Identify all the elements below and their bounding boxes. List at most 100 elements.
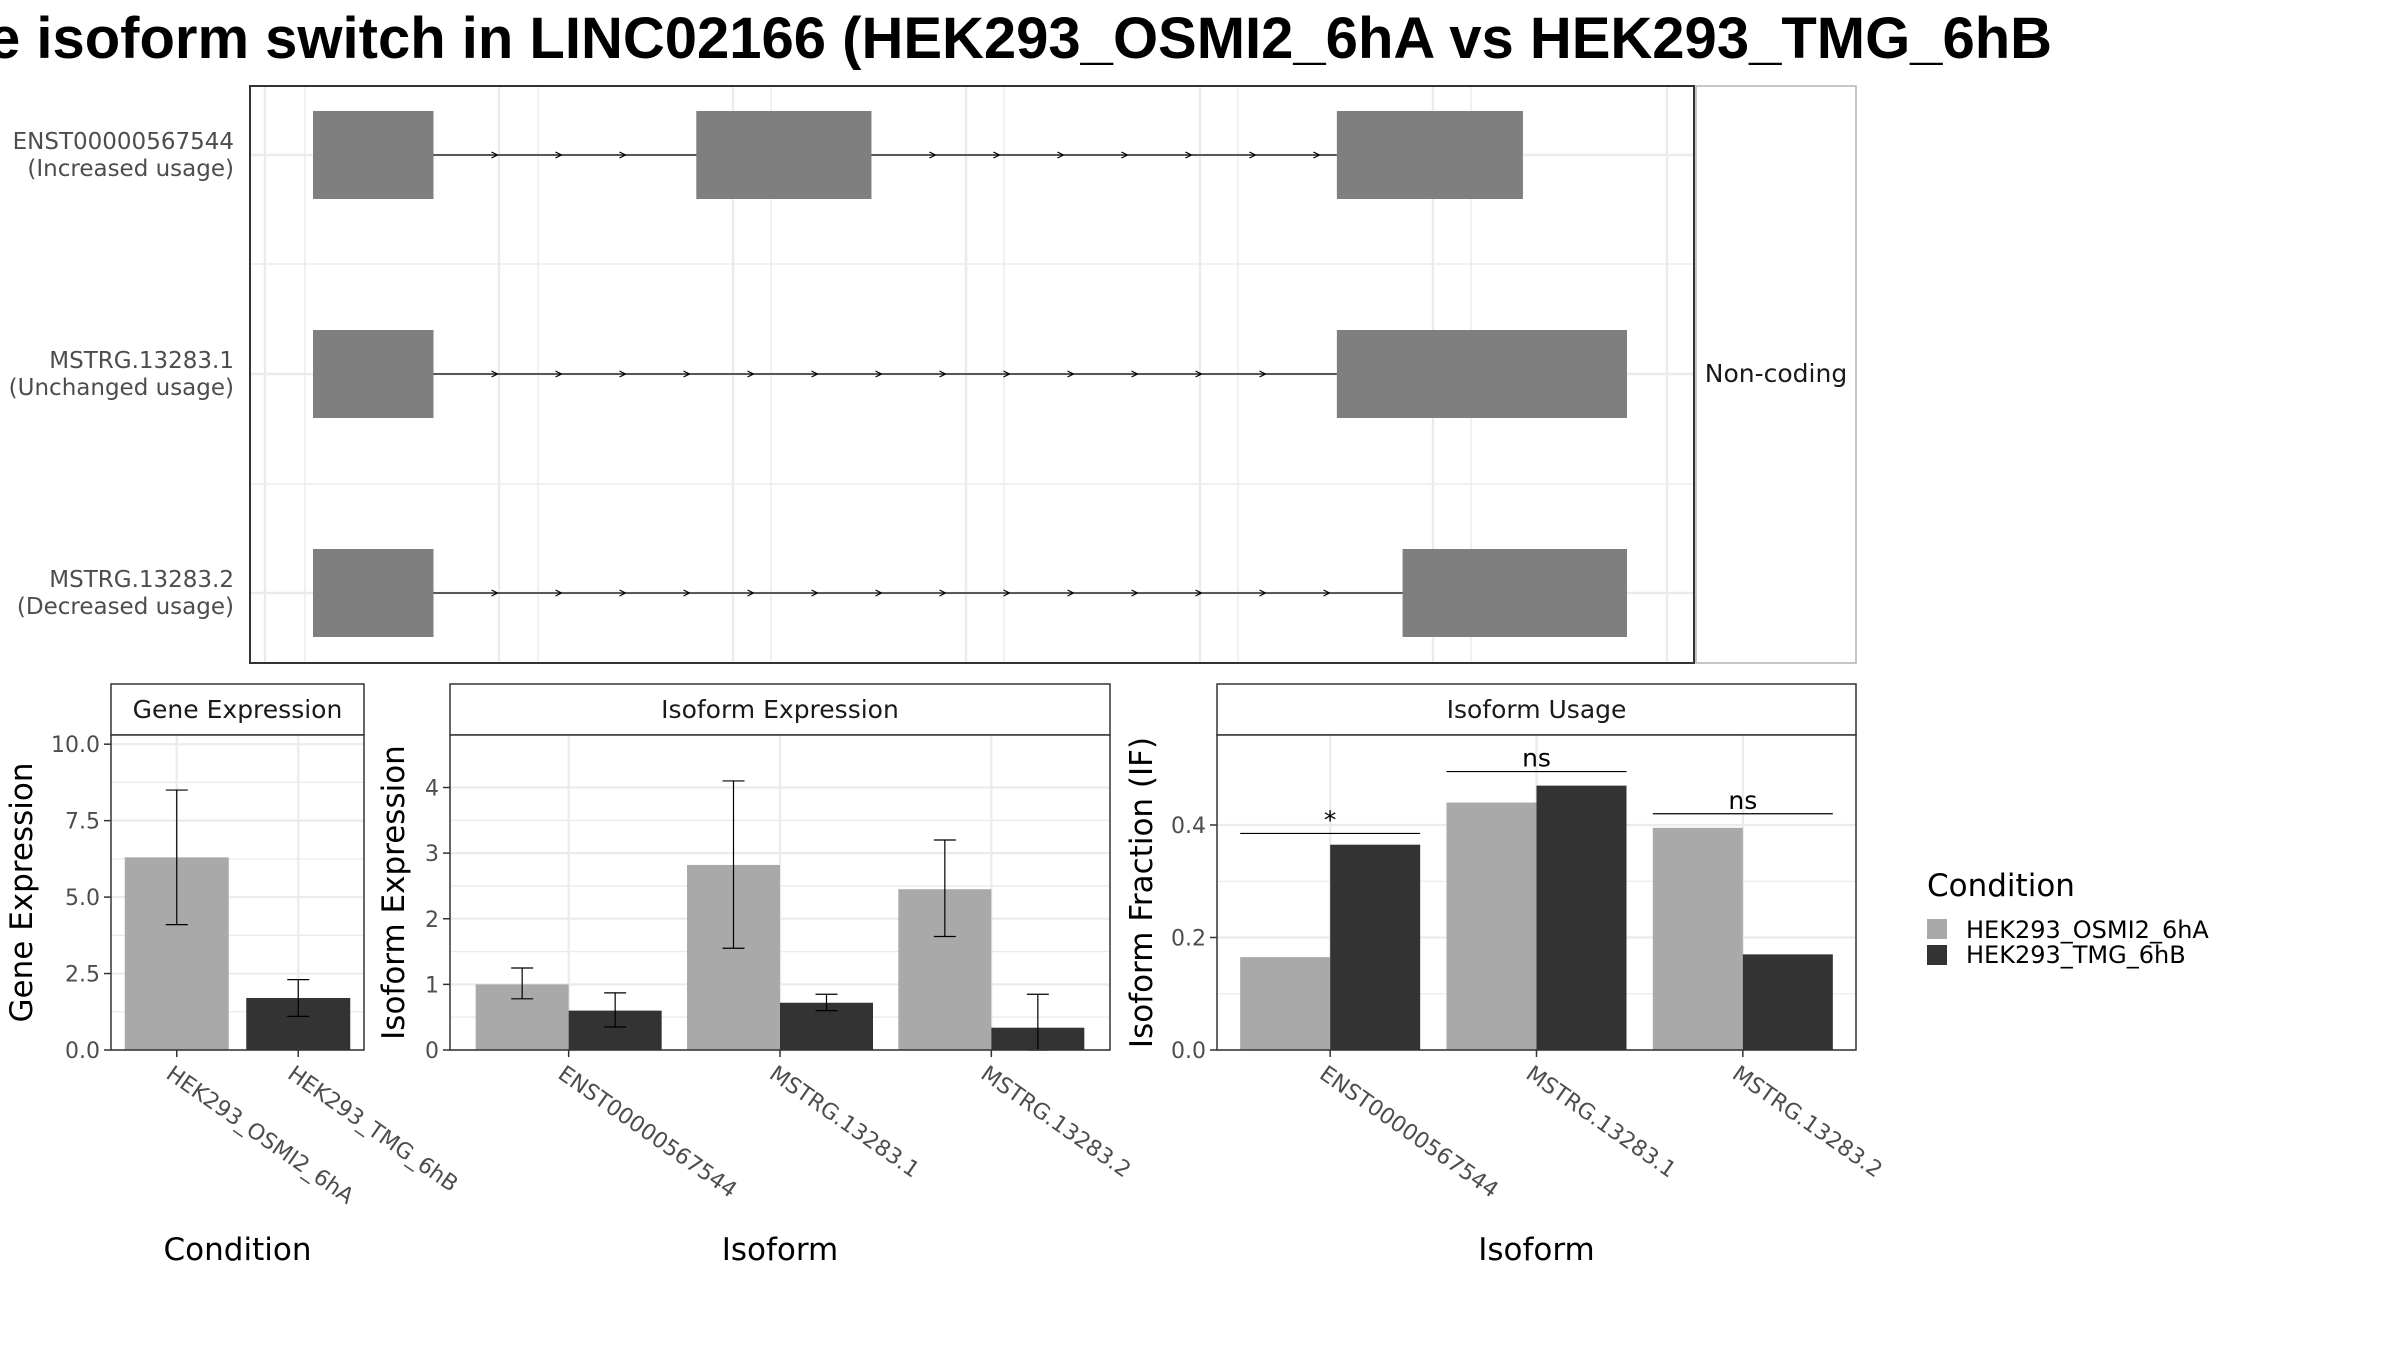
- intron-arrow: [619, 370, 627, 378]
- coding-strip-label: Non-coding: [1705, 359, 1847, 388]
- intron-arrow: [619, 589, 627, 597]
- intron-arrow: [555, 589, 563, 597]
- intron-arrow: [747, 370, 755, 378]
- exon-block: [313, 549, 434, 637]
- y-tick-label: 0.0: [1171, 1039, 1206, 1064]
- x-axis-title: Condition: [164, 1232, 312, 1268]
- panel-strip-title: Gene Expression: [133, 695, 343, 724]
- intron-arrow: [875, 370, 883, 378]
- transcript-usage-label: (Increased usage): [27, 156, 234, 182]
- exon-block: [313, 330, 434, 418]
- x-tick-label: MSTRG.13283.1: [1521, 1061, 1680, 1183]
- intron-arrow: [1121, 151, 1129, 159]
- intron-arrow: [1195, 370, 1203, 378]
- y-tick-label: 5.0: [65, 886, 100, 911]
- legend-label-osmi: HEK293_OSMI2_6hA: [1966, 916, 2209, 944]
- panel-strip-title: Isoform Usage: [1447, 695, 1627, 724]
- x-tick-label: MSTRG.13283.2: [1727, 1061, 1886, 1183]
- intron-arrow: [619, 151, 627, 159]
- significance-label: *: [1324, 805, 1337, 834]
- transcript-id-label: MSTRG.13283.1: [49, 348, 234, 374]
- intron-arrow: [811, 370, 819, 378]
- intron-arrow: [875, 589, 883, 597]
- intron-arrow: [939, 370, 947, 378]
- panel-strip: [1216, 683, 1857, 736]
- intron-arrow: [747, 589, 755, 597]
- significance-label: ns: [1728, 786, 1757, 815]
- intron-arrow: [1259, 370, 1267, 378]
- y-tick-label: 0.2: [1171, 927, 1206, 952]
- x-tick-label: MSTRG.13283.2: [976, 1061, 1135, 1183]
- y-tick-label: 3: [425, 842, 439, 867]
- y-tick-label: 7.5: [65, 810, 100, 835]
- structure-panel-border: [249, 85, 1695, 664]
- bar: [1536, 785, 1627, 1050]
- y-tick-label: 1: [425, 973, 439, 998]
- intron-arrow: [1003, 589, 1011, 597]
- transcript-usage-label: (Decreased usage): [17, 594, 234, 620]
- x-axis-title: Isoform: [1478, 1232, 1595, 1268]
- legend-swatch-tmg: [1927, 945, 1947, 965]
- bar: [1446, 802, 1537, 1050]
- intron-arrow: [1313, 151, 1321, 159]
- x-tick-label: MSTRG.13283.1: [765, 1061, 924, 1183]
- y-axis-title: Isoform Fraction (IF): [1124, 737, 1160, 1048]
- panel-strip: [449, 683, 1111, 736]
- exon-block: [696, 111, 872, 199]
- legend-label-tmg: HEK293_TMG_6hB: [1966, 941, 2186, 969]
- intron-arrow: [1259, 589, 1267, 597]
- y-axis-title: Gene Expression: [4, 763, 40, 1023]
- transcript-id-label: ENST00000567544: [13, 129, 234, 155]
- x-tick-label: ENST00000567544: [553, 1061, 741, 1203]
- intron-arrow: [993, 151, 1001, 159]
- intron-arrow: [929, 151, 937, 159]
- intron-arrow: [811, 589, 819, 597]
- intron-arrow: [1067, 589, 1075, 597]
- bar: [1652, 827, 1743, 1050]
- intron-arrow: [1323, 589, 1331, 597]
- intron-arrow: [683, 370, 691, 378]
- coding-strip: [1695, 85, 1857, 664]
- intron-arrow: [1131, 370, 1139, 378]
- x-tick-label: ENST00000567544: [1315, 1061, 1503, 1203]
- x-axis-title: Isoform: [722, 1232, 839, 1268]
- panel-border: [110, 734, 365, 1051]
- condition-legend: Condition HEK293_OSMI2_6hA HEK293_TMG_6h…: [1927, 868, 2209, 969]
- legend-swatch-osmi: [1927, 919, 1947, 939]
- intron-arrow: [491, 370, 499, 378]
- y-tick-label: 0: [425, 1039, 439, 1064]
- figure-title: e isoform switch in LINC02166 (HEK293_OS…: [0, 6, 2052, 71]
- panel-border: [449, 734, 1111, 1051]
- transcript-usage-label: (Unchanged usage): [9, 375, 234, 401]
- y-tick-label: 4: [425, 777, 439, 802]
- intron-arrow: [1057, 151, 1065, 159]
- intron-arrow: [491, 151, 499, 159]
- y-tick-label: 0.4: [1171, 814, 1206, 839]
- panel-strip: [110, 683, 365, 736]
- intron-arrow: [491, 589, 499, 597]
- transcript-models: ENST00000567544(Increased usage) MSTRG.13…: [9, 111, 1694, 637]
- y-tick-label: 10.0: [51, 733, 100, 758]
- panel-border: [1216, 734, 1857, 1051]
- intron-arrow: [1131, 589, 1139, 597]
- y-tick-label: 0.0: [65, 1039, 100, 1064]
- exon-block: [313, 111, 434, 199]
- intron-arrow: [1195, 589, 1203, 597]
- panel-strip-title: Isoform Expression: [661, 695, 899, 724]
- intron-arrow: [1249, 151, 1257, 159]
- y-axis-title: Isoform Expression: [376, 745, 412, 1040]
- exon-block: [1402, 549, 1627, 637]
- y-tick-label: 2.5: [65, 963, 100, 988]
- intron-arrow: [1003, 370, 1011, 378]
- intron-arrow: [683, 589, 691, 597]
- intron-arrow: [1185, 151, 1193, 159]
- y-tick-label: 2: [425, 908, 439, 933]
- bar: [1330, 844, 1421, 1050]
- bar: [1742, 954, 1833, 1050]
- bar: [1240, 957, 1331, 1050]
- exon-block: [1336, 330, 1627, 418]
- intron-arrow: [1067, 370, 1075, 378]
